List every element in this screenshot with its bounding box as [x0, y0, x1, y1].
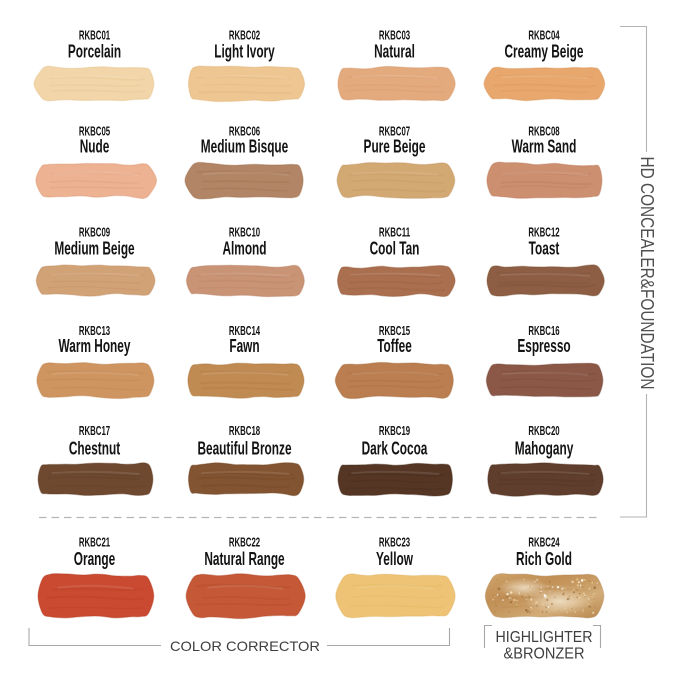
svg-text:&BRONZER: &BRONZER	[504, 646, 585, 663]
svg-text:COLOR CORRECTOR: COLOR CORRECTOR	[170, 638, 320, 654]
svg-text:HD CONCEALER&FOUNDATION: HD CONCEALER&FOUNDATION	[637, 157, 657, 390]
svg-text:Orange: Orange	[74, 548, 116, 569]
svg-text:Espresso: Espresso	[517, 335, 570, 356]
svg-text:Warm Honey: Warm Honey	[59, 335, 131, 356]
svg-text:RKBC15: RKBC15	[379, 323, 410, 338]
svg-text:Toast: Toast	[529, 238, 560, 259]
svg-text:Dark Cocoa: Dark Cocoa	[362, 437, 428, 458]
svg-text:Almond: Almond	[222, 238, 266, 259]
svg-text:RKBC07: RKBC07	[379, 124, 410, 139]
svg-text:Medium Beige: Medium Beige	[54, 238, 134, 259]
svg-text:Warm Sand: Warm Sand	[512, 136, 577, 157]
svg-text:Toffee: Toffee	[377, 335, 412, 356]
svg-text:Cool Tan: Cool Tan	[370, 238, 420, 259]
svg-text:RKBC11: RKBC11	[379, 225, 410, 240]
svg-text:RKBC24: RKBC24	[528, 535, 560, 550]
svg-text:Light Ivory: Light Ivory	[214, 40, 275, 61]
svg-text:RKBC16: RKBC16	[528, 323, 559, 338]
svg-text:Pure Beige: Pure Beige	[364, 136, 426, 157]
svg-text:RKBC12: RKBC12	[528, 225, 559, 240]
svg-text:RKBC03: RKBC03	[379, 28, 410, 43]
svg-text:Chestnut: Chestnut	[69, 437, 120, 458]
svg-text:RKBC18: RKBC18	[229, 423, 260, 438]
svg-text:RKBC08: RKBC08	[528, 124, 559, 139]
svg-text:RKBC09: RKBC09	[79, 225, 110, 240]
svg-text:RKBC01: RKBC01	[79, 28, 110, 43]
svg-text:Yellow: Yellow	[376, 548, 413, 569]
svg-text:RKBC21: RKBC21	[79, 535, 110, 550]
svg-text:Porcelain: Porcelain	[68, 40, 121, 61]
svg-text:RKBC22: RKBC22	[229, 535, 260, 550]
svg-text:RKBC14: RKBC14	[229, 323, 261, 338]
svg-text:Fawn: Fawn	[229, 335, 259, 356]
svg-text:Mahogany: Mahogany	[515, 437, 574, 458]
svg-text:RKBC10: RKBC10	[229, 225, 260, 240]
svg-text:Nude: Nude	[80, 136, 110, 157]
svg-text:RKBC23: RKBC23	[379, 535, 410, 550]
svg-text:Natural: Natural	[374, 40, 415, 61]
svg-text:Rich Gold: Rich Gold	[516, 548, 572, 569]
svg-text:Medium Bisque: Medium Bisque	[201, 136, 289, 157]
svg-text:RKBC02: RKBC02	[229, 28, 260, 43]
svg-text:Creamy Beige: Creamy Beige	[505, 40, 584, 61]
svg-text:Beautiful Bronze: Beautiful Bronze	[197, 437, 291, 458]
svg-text:RKBC06: RKBC06	[229, 124, 260, 139]
svg-text:RKBC04: RKBC04	[528, 28, 560, 43]
svg-text:Natural Range: Natural Range	[204, 548, 284, 569]
svg-text:RKBC17: RKBC17	[79, 423, 110, 438]
svg-text:RKBC19: RKBC19	[379, 423, 410, 438]
svg-text:HIGHLIGHTER: HIGHLIGHTER	[496, 629, 593, 646]
svg-text:RKBC05: RKBC05	[79, 124, 110, 139]
svg-text:RKBC20: RKBC20	[528, 423, 559, 438]
svg-text:RKBC13: RKBC13	[79, 323, 110, 338]
